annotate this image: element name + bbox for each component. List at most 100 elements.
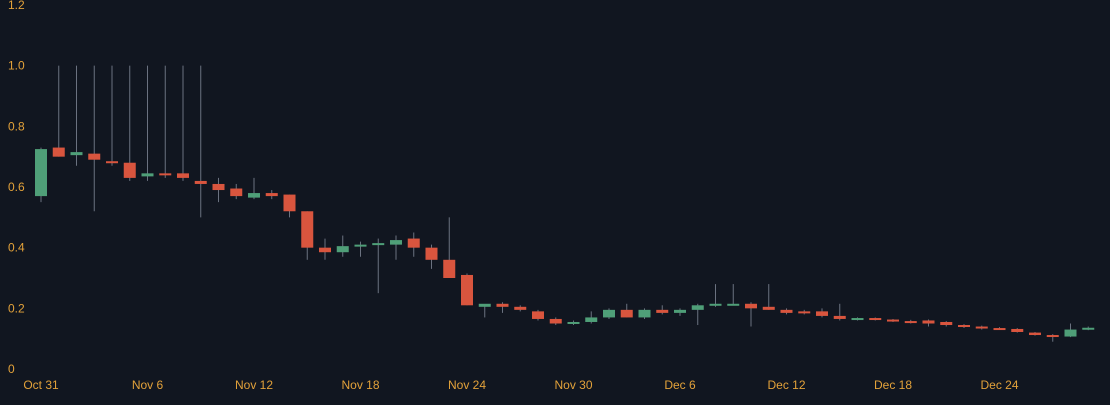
candle-body-up <box>336 246 349 253</box>
candle-body-up <box>1064 329 1077 337</box>
candle-body-down <box>745 303 757 309</box>
candle-body-down <box>425 247 438 260</box>
candle <box>496 302 509 313</box>
candle <box>922 319 935 327</box>
candle <box>461 273 473 306</box>
candle-body-up <box>372 243 385 246</box>
candle <box>851 317 864 321</box>
y-tick-label: 0 <box>8 362 15 376</box>
candle <box>567 320 580 326</box>
candle <box>478 303 491 318</box>
candle-body-down <box>496 303 509 307</box>
x-tick-label: Dec 12 <box>767 378 805 392</box>
candle-body-down <box>461 274 473 306</box>
candle <box>993 327 1006 331</box>
candle-body-down <box>816 311 828 316</box>
candle-body-down <box>993 328 1006 331</box>
candle-body-down <box>780 309 793 313</box>
candle <box>141 65 154 181</box>
candle <box>532 309 544 321</box>
candle <box>762 284 775 310</box>
candle <box>833 303 846 321</box>
x-tick-label: Oct 31 <box>23 378 59 392</box>
candle-body-down <box>265 193 278 197</box>
candle-body-down <box>1011 328 1024 332</box>
candle <box>904 319 917 324</box>
candle <box>727 284 740 306</box>
candle <box>212 177 225 203</box>
candle <box>940 321 953 327</box>
candle-body-down <box>301 211 314 248</box>
candle-body-down <box>159 173 172 176</box>
candle <box>425 244 438 269</box>
y-tick-label: 0.4 <box>8 241 25 255</box>
candle <box>656 305 669 315</box>
candle <box>283 194 296 218</box>
candle <box>354 241 367 257</box>
candle-body-up <box>603 309 615 318</box>
y-tick-label: 0.6 <box>8 180 25 194</box>
candle-body-down <box>940 321 953 326</box>
x-tick-label: Nov 6 <box>132 378 164 392</box>
candle <box>691 303 704 326</box>
candle <box>1011 328 1024 333</box>
candle-body-down <box>833 315 846 319</box>
candle <box>443 217 456 278</box>
y-tick-label: 0.8 <box>8 119 25 133</box>
candle-body-up <box>727 303 740 306</box>
candle-body-down <box>319 247 331 253</box>
candle-body-up <box>390 240 402 245</box>
candle-body-up <box>585 317 598 322</box>
candle <box>70 65 83 166</box>
candle-body-up <box>35 149 47 197</box>
x-tick-label: Nov 24 <box>448 378 486 392</box>
candle-body-down <box>958 325 970 328</box>
x-tick-label: Nov 12 <box>235 378 273 392</box>
candles-series <box>35 65 1095 342</box>
candle <box>780 308 793 315</box>
y-tick-label: 1.0 <box>8 59 25 73</box>
candle <box>123 65 136 181</box>
candle <box>549 317 562 326</box>
candle-body-down <box>922 320 935 324</box>
candle-body-down <box>177 173 189 178</box>
candle <box>319 238 331 260</box>
candle-body-down <box>106 161 118 164</box>
candle-body-down <box>443 259 456 278</box>
candle-body-up <box>567 321 580 324</box>
candle-body-down <box>212 183 225 191</box>
candle <box>585 311 598 324</box>
candle <box>975 325 988 330</box>
candle <box>674 308 686 316</box>
candle-body-down <box>762 306 775 310</box>
candle <box>958 324 970 329</box>
y-tick-label: 1.2 <box>8 0 25 12</box>
candle <box>603 308 615 319</box>
candle <box>301 211 314 260</box>
candle-body-down <box>656 309 669 313</box>
candle-body-down <box>514 306 527 310</box>
candle-body-down <box>1029 332 1041 336</box>
candle <box>638 308 651 319</box>
candle <box>336 235 349 257</box>
candle <box>798 309 811 315</box>
candle-body-down <box>549 318 562 324</box>
y-axis: 0 0.2 0.4 0.6 0.8 1.0 1.2 <box>8 0 25 376</box>
candle-body-down <box>88 153 101 160</box>
candle-body-down <box>1046 335 1059 338</box>
candle <box>177 65 189 181</box>
candle <box>514 305 527 312</box>
candle <box>1029 331 1041 336</box>
candle-body-up <box>709 303 722 306</box>
candle <box>372 238 385 294</box>
candle <box>869 317 882 321</box>
candle-body-down <box>194 180 207 184</box>
candle <box>709 284 722 307</box>
candle-body-down <box>904 321 917 324</box>
candle <box>248 177 260 200</box>
candle <box>390 235 402 260</box>
candle <box>265 190 278 200</box>
candle-body-down <box>532 311 544 319</box>
